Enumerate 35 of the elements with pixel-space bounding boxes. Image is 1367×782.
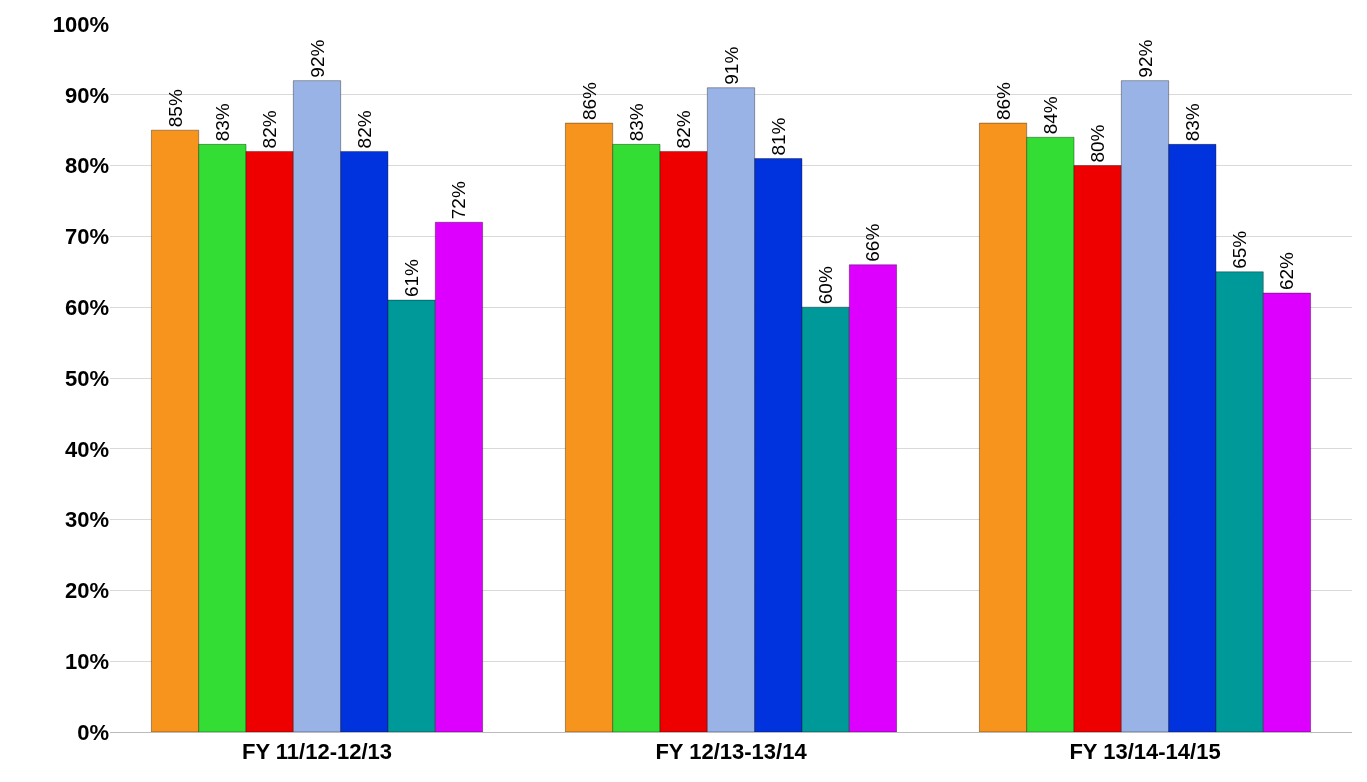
data-label: 72% — [448, 181, 470, 220]
y-tick-label: 50% — [64, 365, 109, 391]
data-label: 82% — [259, 110, 281, 149]
data-label: 83% — [211, 103, 233, 142]
y-tick-label: 90% — [64, 82, 109, 108]
data-label: 85% — [164, 89, 186, 128]
data-label: 66% — [862, 223, 884, 262]
data-label: 82% — [353, 110, 375, 149]
y-tick-label: 20% — [64, 578, 109, 604]
y-tick-label: 70% — [64, 224, 109, 250]
data-label: 81% — [767, 117, 789, 156]
y-tick-label: 60% — [64, 294, 109, 320]
data-label: 92% — [306, 39, 328, 78]
y-tick-label: 0% — [77, 719, 109, 745]
data-label: 83% — [1181, 103, 1203, 142]
data-label: 60% — [815, 266, 837, 305]
data-label: 86% — [578, 81, 600, 121]
x-tick-label: FY 11/12-12/13 — [241, 739, 393, 765]
data-label: 80% — [1087, 124, 1109, 163]
y-tick-label: 30% — [64, 507, 109, 533]
x-tick-label: FY 12/13-13/14 — [655, 739, 808, 765]
data-label: 83% — [625, 103, 647, 142]
data-label: 91% — [720, 46, 742, 85]
data-label: 86% — [992, 81, 1014, 121]
data-label: 92% — [1134, 39, 1156, 78]
data-label: 82% — [673, 110, 695, 149]
y-tick-label: 80% — [64, 153, 109, 179]
data-label: 84% — [1039, 96, 1061, 135]
data-label: 61% — [401, 258, 423, 298]
data-label: 62% — [1276, 251, 1298, 291]
x-tick-label: FY 13/14-14/15 — [1069, 739, 1221, 765]
data-label: 65% — [1229, 230, 1251, 269]
y-tick-label: 100% — [52, 11, 109, 37]
y-tick-label: 10% — [64, 648, 109, 674]
y-tick-label: 40% — [64, 436, 109, 462]
